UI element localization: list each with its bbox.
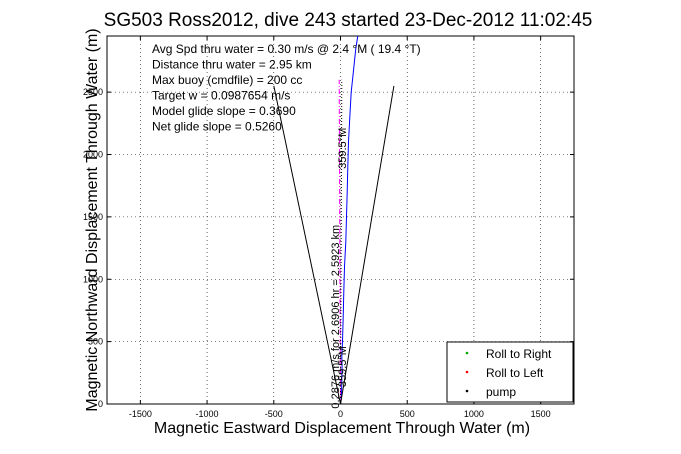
legend-label: Roll to Right	[486, 347, 552, 361]
x-axis-label: Magnetic Eastward Displacement Through W…	[154, 420, 530, 437]
y-tick-label: 2000	[83, 150, 103, 160]
x-tick-label: 1500	[531, 409, 551, 419]
rotated-labels: 0.2876 m/s for 2.6906 hr = 2.5923 km359.…	[330, 128, 349, 409]
y-tick-label: 0	[98, 399, 103, 409]
legend: Roll to Right Roll to Left pump	[446, 341, 574, 403]
annotations: Avg Spd thru water = 0.30 m/s @ 2.4 °M (…	[152, 42, 421, 134]
x-tick-label: 0	[338, 409, 343, 419]
legend-marker	[465, 370, 469, 374]
legend-label: Roll to Left	[486, 366, 544, 380]
annotation-text: Target w = 0.0987654 m/s	[152, 89, 290, 103]
x-tick-label: -1500	[129, 409, 152, 419]
y-ticks: 0 500 1000 1500 2000 2500	[83, 87, 574, 409]
annotation-text: Distance thru water = 2.95 km	[152, 58, 312, 72]
legend-marker	[465, 389, 469, 393]
x-tick-label: 1000	[464, 409, 484, 419]
series-line-3	[340, 79, 343, 405]
rotated-label: 0.2876 m/s for 2.6906 hr = 2.5923 km	[330, 225, 342, 409]
y-axis-label: Magnetic Northward Displacement Through …	[84, 28, 101, 411]
series-line-0	[340, 35, 359, 405]
x-tick-label: -1000	[196, 409, 219, 419]
legend-label: pump	[486, 385, 516, 399]
grid	[107, 36, 574, 405]
y-tick-label: 500	[88, 337, 103, 347]
x-tick-label: 500	[400, 409, 415, 419]
chart-title: SG503 Ross2012, dive 243 started 23-Dec-…	[104, 10, 593, 31]
rotated-label: 359.5°M	[337, 128, 349, 169]
y-tick-label: 2500	[83, 87, 103, 97]
annotation-text: Model glide slope = 0.3690	[152, 104, 296, 118]
annotation-text: Net glide slope = 0.5260	[152, 120, 282, 134]
x-tick-label: -500	[265, 409, 283, 419]
y-tick-label: 1000	[83, 274, 103, 284]
legend-marker	[465, 351, 469, 355]
annotation-text: Max buoy (cmdfile) = 200 cc	[152, 73, 302, 87]
series-group	[273, 35, 395, 405]
rotated-label: 359.5°M	[337, 346, 349, 387]
annotation-text: Avg Spd thru water = 0.30 m/s @ 2.4 °M (…	[152, 42, 421, 56]
y-tick-label: 1500	[83, 212, 103, 222]
